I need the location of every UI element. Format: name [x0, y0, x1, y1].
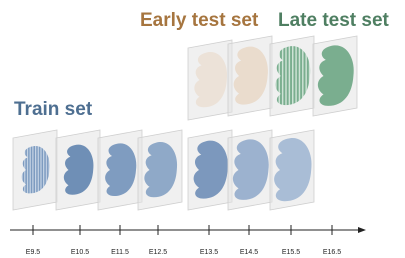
embryo-panel [313, 36, 357, 116]
embryo-panel [56, 130, 100, 210]
embryo-panel [138, 130, 182, 210]
tick-label: E10.5 [71, 249, 89, 256]
embryo-panel [188, 130, 232, 210]
embryo-panel [228, 130, 272, 210]
tick-label: E14.5 [240, 249, 258, 256]
tick-label: E13.5 [200, 249, 218, 256]
embryo-panel [188, 40, 232, 120]
train-title: Train set [14, 99, 93, 120]
tick-label: E12.5 [149, 249, 167, 256]
tick-label: E16.5 [323, 249, 341, 256]
embryo-panel [98, 130, 142, 210]
diagram: Early test set Late test set Train set E… [0, 0, 405, 258]
tick-label: E9.5 [26, 249, 41, 256]
embryo-panel [270, 36, 314, 116]
timeline-arrow [358, 227, 366, 233]
tick-label: E11.5 [111, 249, 129, 256]
late-test-title: Late test set [278, 10, 390, 31]
embryo-panel [13, 130, 57, 210]
tick-label: E15.5 [282, 249, 300, 256]
early-test-title: Early test set [140, 10, 259, 31]
embryo-panel [228, 36, 272, 116]
panels [13, 36, 357, 210]
embryo-panel [270, 130, 314, 210]
